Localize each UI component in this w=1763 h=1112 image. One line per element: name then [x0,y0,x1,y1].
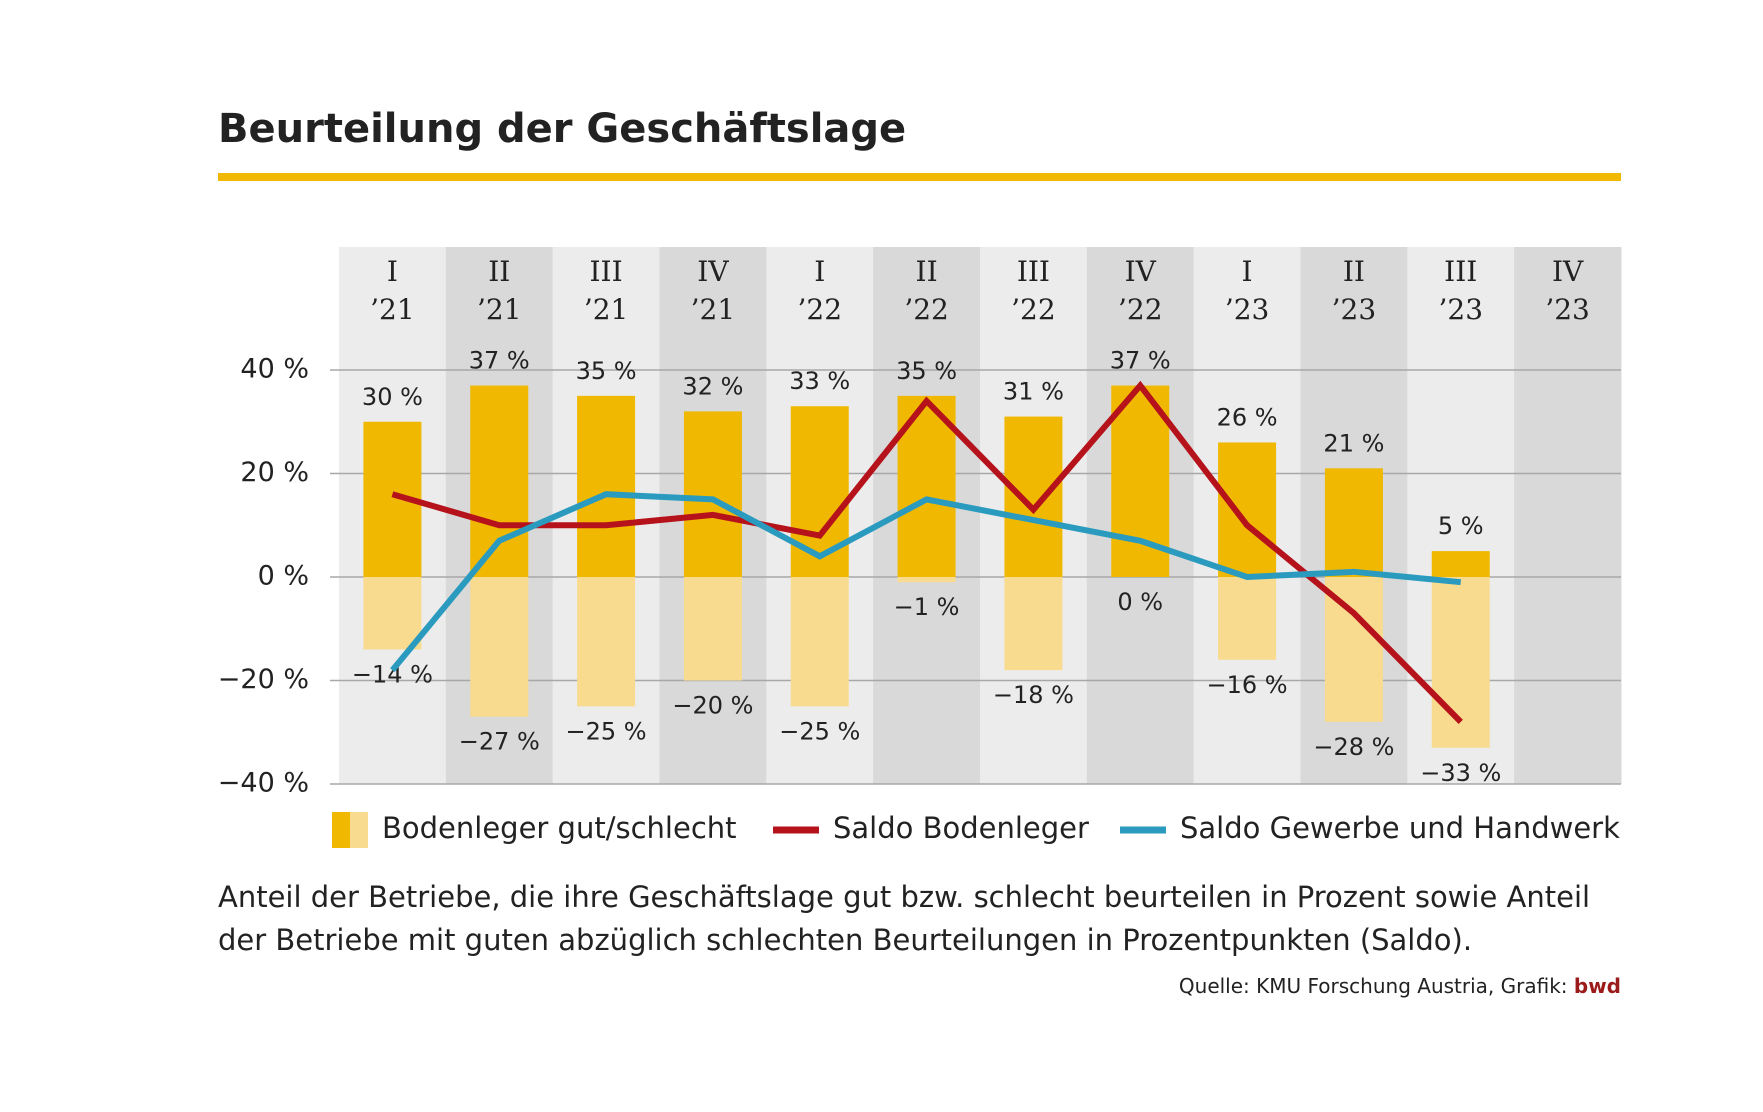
x-tick-label-line: ’22 [797,293,842,326]
bar-negative [1218,577,1277,660]
bar-negative [1431,577,1490,748]
x-tick-label-line: I [387,255,398,288]
x-tick-label: III ’22 [1011,255,1056,326]
x-tick-label: III ’21 [584,255,629,326]
x-tick-label: I ’22 [797,255,842,326]
x-tick-label: II ’21 [477,255,522,326]
x-tick-label-line: ’22 [1118,293,1163,326]
value-label: −1 % [894,593,960,621]
x-tick-label-line: II [1343,255,1365,288]
value-label: −18 % [993,681,1074,709]
value-label: 37 % [469,347,530,375]
x-tick-label-line: IV [697,255,729,288]
bar [1324,468,1383,577]
bar [1431,551,1490,577]
y-tick-label: 0 % [258,561,309,592]
value-label: −33 % [1420,759,1501,787]
x-tick-label: III ’23 [1438,255,1483,326]
x-tick-label-line: ’23 [1545,293,1590,326]
caption: der Betriebe mit guten abzüglich schlech… [218,923,1472,957]
value-label: 37 % [1110,347,1171,375]
x-tick-label-line: II [916,255,938,288]
x-tick-label: IV ’22 [1118,255,1163,326]
line-series [390,491,1462,673]
x-tick-label-line: ’23 [1332,293,1377,326]
x-tick-label-line: I [814,255,825,288]
line-series [391,380,1463,725]
x-tick-label-line: ’23 [1225,293,1270,326]
legend-swatch [350,812,368,848]
bar-negative [790,577,849,707]
x-tick-label-line: ’21 [370,293,415,326]
x-tick-label-line: ’22 [1011,293,1056,326]
y-tick-label: −20 % [218,664,309,695]
bar [683,411,742,577]
source: Quelle: KMU Forschung Austria, Grafik: b… [1179,974,1621,998]
x-tick-label-line: ’22 [904,293,949,326]
value-label: −25 % [566,717,647,745]
y-tick-label: 40 % [240,354,309,385]
x-tick-label-line: ’23 [1438,293,1483,326]
x-tick-label-line: II [488,255,510,288]
bar-negative [363,577,422,650]
x-tick-label: IV ’23 [1545,255,1590,326]
x-tick-label: I ’21 [370,255,415,326]
x-tick-label: II ’23 [1332,255,1377,326]
bar-negative [470,577,529,717]
chart-title: Beurteilung der Geschäftslage [218,106,906,152]
title-rule [218,173,1621,181]
value-label: 35 % [576,357,637,385]
value-label: 26 % [1217,403,1278,431]
bar-negative [683,577,742,681]
value-label: 0 % [1117,588,1163,616]
bar [1004,416,1063,577]
legend-swatch [332,812,350,848]
bar [470,385,529,577]
value-label: 35 % [896,357,957,385]
source-text: Quelle: KMU Forschung Austria, Grafik: [1179,974,1574,998]
x-tick-label-line: III [1444,255,1477,288]
x-tick-label-line: ’21 [691,293,736,326]
legend-label: Saldo Bodenleger [833,811,1089,845]
value-label: −27 % [459,728,540,756]
legend-label: Bodenleger gut/schlecht [382,811,737,845]
x-tick-label-line: I [1242,255,1253,288]
x-tick-label-line: ’21 [477,293,522,326]
x-tick-label-line: ’21 [584,293,629,326]
bar-negative [577,577,636,707]
x-tick-label-line: III [1017,255,1050,288]
y-tick-label: −40 % [218,768,309,799]
legend-label: Saldo Gewerbe und Handwerk [1180,811,1620,845]
column-band [1514,247,1622,784]
bar [1218,442,1277,577]
value-label: −28 % [1313,733,1394,761]
source-brand: bwd [1574,974,1621,998]
value-label: 21 % [1323,429,1384,457]
value-label: −16 % [1207,671,1288,699]
value-label: 5 % [1438,512,1484,540]
x-tick-label-line: IV [1552,255,1584,288]
bar-negative [897,577,956,583]
y-tick-label: 20 % [240,457,309,488]
value-label: 31 % [1003,378,1064,406]
value-label: 33 % [789,367,850,395]
value-label: 32 % [682,372,743,400]
value-label: −14 % [352,660,433,688]
x-tick-label-line: IV [1125,255,1157,288]
x-tick-label: I ’23 [1225,255,1270,326]
x-tick-label: IV ’21 [691,255,736,326]
value-label: −20 % [672,692,753,720]
x-tick-label: II ’22 [904,255,949,326]
value-label: −25 % [779,717,860,745]
bar-negative [1004,577,1063,671]
bar [790,406,849,577]
caption: Anteil der Betriebe, die ihre Geschäftsl… [218,880,1590,914]
x-tick-label-line: III [589,255,622,288]
bar [577,395,636,577]
value-label: 30 % [362,383,423,411]
